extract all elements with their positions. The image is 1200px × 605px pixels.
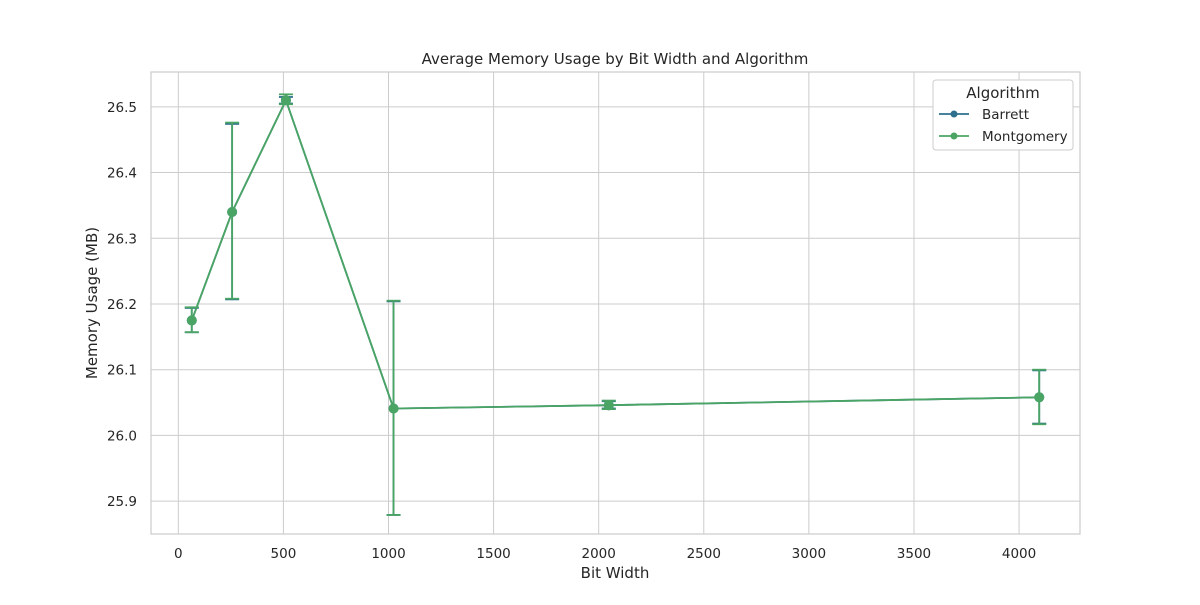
x-tick-label: 3500 bbox=[897, 546, 931, 562]
x-tick-label: 3000 bbox=[792, 546, 826, 562]
legend-label: Montgomery bbox=[982, 129, 1068, 145]
legend-swatch-marker bbox=[950, 132, 958, 140]
plot-area-border bbox=[150, 71, 1081, 535]
data-point bbox=[388, 403, 399, 414]
y-tick-label: 25.9 bbox=[107, 494, 137, 510]
legend-entries: Barrett Montgomery bbox=[939, 107, 1068, 145]
legend-title: Algorithm bbox=[966, 84, 1039, 102]
data-point bbox=[603, 400, 614, 411]
x-axis-label: Bit Width bbox=[581, 564, 650, 582]
y-tick-label: 26.2 bbox=[107, 297, 137, 313]
series-line bbox=[190, 99, 1040, 410]
x-tick-label: 500 bbox=[271, 546, 297, 562]
series-barrett bbox=[184, 95, 1047, 516]
x-tick-label: 1500 bbox=[476, 546, 510, 562]
x-tick-label: 2000 bbox=[582, 546, 616, 562]
x-tick-label: 2500 bbox=[687, 546, 721, 562]
data-point bbox=[280, 95, 291, 106]
legend-entry-montgomery: Montgomery bbox=[939, 129, 1068, 145]
series-line bbox=[190, 99, 1040, 410]
legend-swatch-marker bbox=[950, 110, 958, 118]
y-tick-label: 26.0 bbox=[107, 428, 137, 444]
legend: Algorithm Barrett Montgomery bbox=[932, 79, 1074, 151]
legend-box bbox=[932, 79, 1074, 151]
series-montgomery bbox=[184, 93, 1047, 516]
y-tick-label: 26.5 bbox=[107, 100, 137, 116]
y-tick-label: 26.4 bbox=[107, 166, 137, 182]
legend-entry-barrett: Barrett bbox=[939, 107, 1029, 123]
y-tick-label: 26.3 bbox=[107, 231, 137, 247]
legend-label: Barrett bbox=[982, 107, 1029, 123]
x-tick-label: 0 bbox=[174, 546, 183, 562]
data-point bbox=[227, 206, 238, 217]
plot-frame bbox=[150, 71, 1081, 535]
y-axis-label: Memory Usage (MB) bbox=[83, 227, 101, 379]
data-point bbox=[186, 315, 197, 326]
series-layer bbox=[184, 93, 1047, 516]
data-point bbox=[1034, 392, 1045, 403]
grid bbox=[151, 72, 1080, 534]
chart-title: Average Memory Usage by Bit Width and Al… bbox=[422, 50, 809, 68]
tick-labels: 0 500 1000 1500 2000 2500 3000 3500 4000 25.9 26.0… bbox=[107, 100, 1036, 562]
x-tick-label: 1000 bbox=[371, 546, 405, 562]
x-tick-label: 4000 bbox=[1002, 546, 1036, 562]
y-tick-label: 26.1 bbox=[107, 363, 137, 379]
